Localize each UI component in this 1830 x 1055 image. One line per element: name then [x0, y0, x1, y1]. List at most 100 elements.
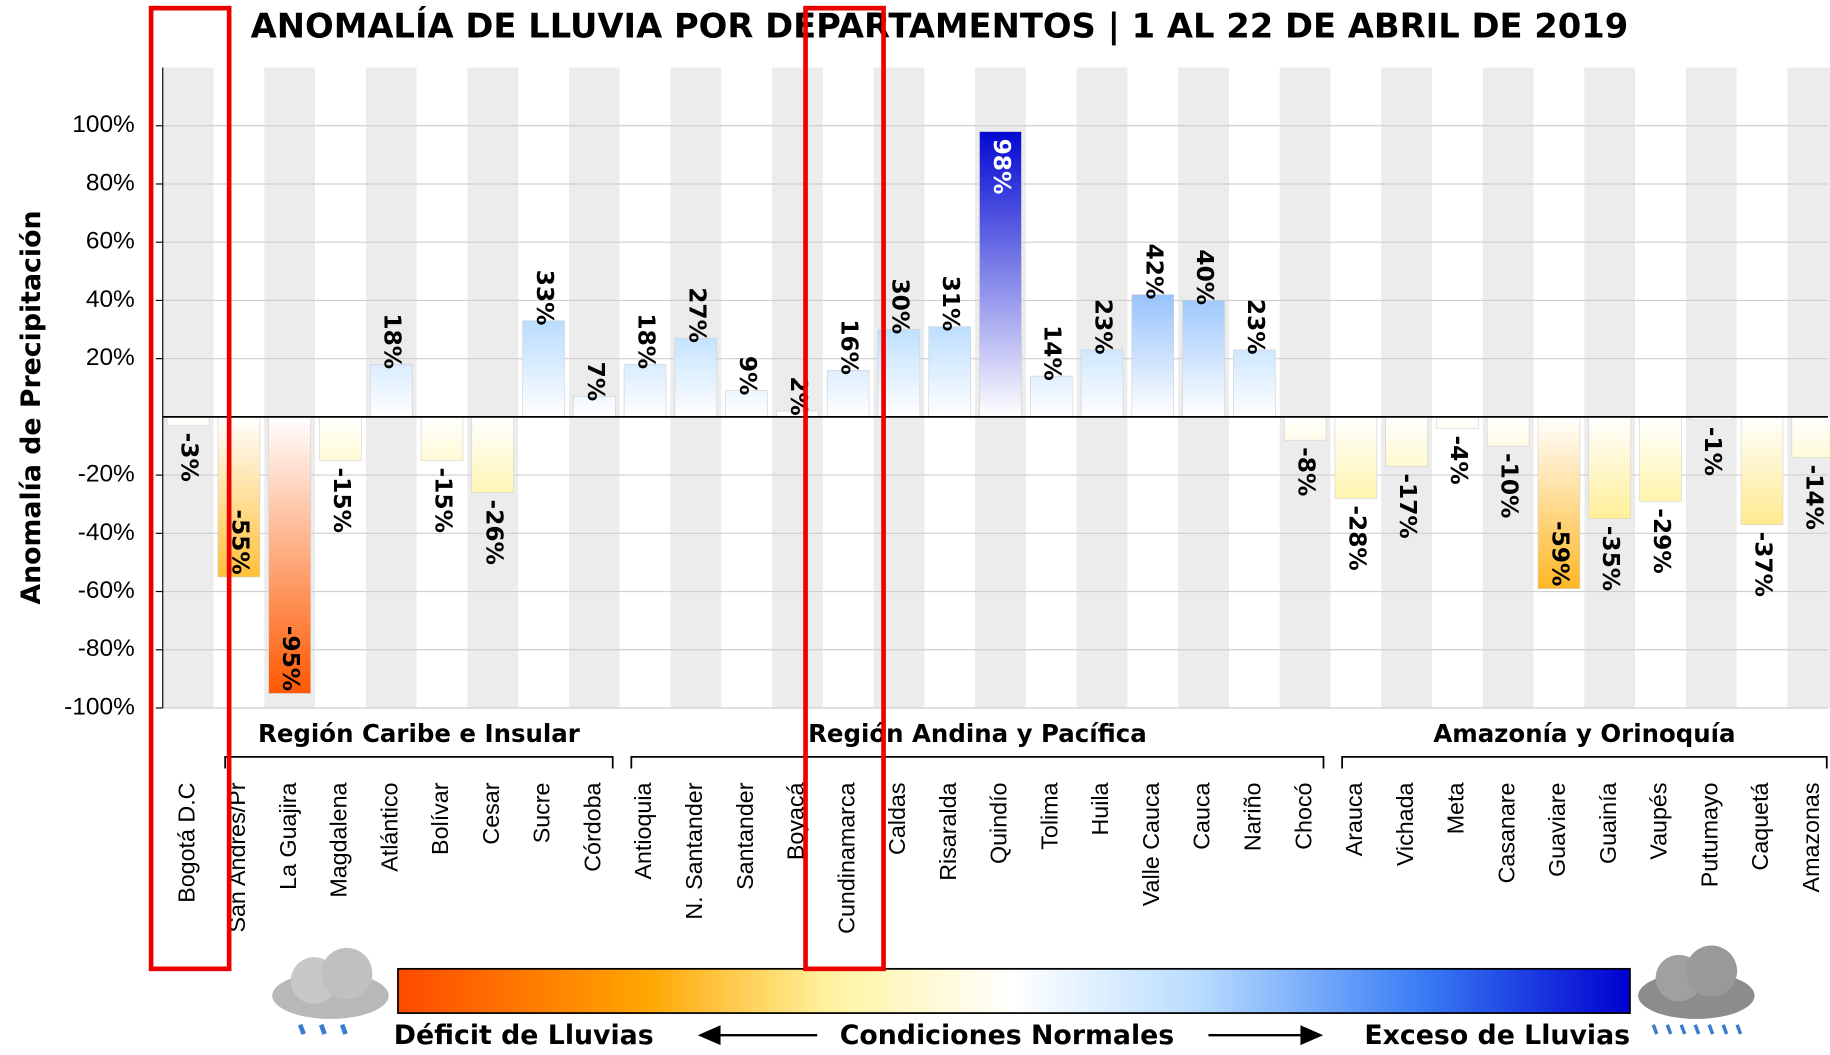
region-bracket	[1341, 756, 1828, 769]
color-legend	[397, 967, 1631, 1014]
value-label: -15%	[328, 468, 355, 533]
bar	[1537, 416, 1581, 589]
x-tick-label: Amazonas	[1798, 783, 1824, 893]
legend-high: Exceso de Lluvias	[1364, 1020, 1630, 1051]
x-tick-label: Casanare	[1493, 783, 1519, 884]
y-axis-label: Anomalía de Precipitación	[16, 210, 47, 604]
y-tick-label: -40%	[78, 519, 135, 546]
value-label: -17%	[1394, 473, 1421, 538]
value-label: -28%	[1343, 505, 1370, 570]
value-label: 7%	[582, 362, 609, 402]
region-bracket	[630, 756, 1325, 769]
y-tick-label: -100%	[64, 693, 135, 720]
value-label: -26%	[480, 500, 507, 565]
column-band	[1482, 67, 1534, 708]
x-tick-label: La Guajira	[275, 782, 301, 889]
x-tick-label: Valle Cauca	[1138, 782, 1164, 906]
value-label: -10%	[1496, 453, 1523, 518]
bar	[1334, 416, 1378, 499]
x-tick-label: Bogotá D.C	[173, 783, 199, 903]
x-tick-label: Córdoba	[579, 782, 605, 871]
bar	[420, 416, 464, 461]
region-label: Región Andina y Pacífica	[808, 719, 1147, 748]
bar	[471, 416, 515, 493]
bar	[1182, 300, 1225, 418]
value-label: 14%	[1039, 325, 1066, 381]
x-tick-label: Cundinamarca	[833, 782, 859, 933]
value-label: -35%	[1597, 526, 1624, 591]
bar	[1639, 416, 1682, 502]
bar	[166, 416, 210, 426]
x-tick-label: Guaviare	[1544, 783, 1570, 877]
bar	[674, 337, 718, 418]
value-label: 16%	[836, 319, 863, 375]
x-tick-label: Vichada	[1392, 782, 1418, 866]
bar	[1029, 375, 1073, 418]
legend-low: Déficit de Lluvias	[394, 1020, 654, 1051]
y-tick-label: 60%	[86, 228, 135, 255]
value-label: 23%	[1242, 299, 1269, 355]
value-label: 98%	[988, 139, 1015, 195]
bar	[369, 364, 413, 418]
column-band	[1685, 67, 1737, 708]
x-tick-label: Guainía	[1595, 782, 1621, 864]
bar	[1385, 416, 1428, 467]
bar	[1486, 416, 1530, 447]
value-label: 18%	[633, 313, 660, 369]
value-label: -14%	[1800, 465, 1827, 530]
bar	[623, 364, 667, 418]
value-label: -3%	[176, 433, 203, 482]
x-tick-label: Nariño	[1239, 783, 1265, 852]
value-label: 40%	[1191, 249, 1218, 305]
bar	[1131, 294, 1175, 418]
value-label: 30%	[886, 278, 913, 334]
highlight-box	[148, 5, 232, 972]
region-bracket	[224, 756, 614, 769]
y-tick-label: -80%	[78, 635, 135, 662]
x-tick-label: Putumayo	[1696, 783, 1722, 888]
value-label: 31%	[937, 276, 964, 332]
bar	[1740, 416, 1784, 525]
value-label: 18%	[379, 313, 406, 369]
value-label: -59%	[1546, 521, 1573, 586]
value-label: -1%	[1699, 427, 1726, 476]
region-label: Amazonía y Orinoquía	[1433, 719, 1735, 748]
x-tick-label: Caldas	[884, 783, 910, 855]
x-tick-label: Cesar	[478, 782, 504, 844]
value-label: -37%	[1750, 532, 1777, 597]
bar	[268, 416, 311, 694]
region-label: Región Caribe e Insular	[258, 719, 580, 748]
value-label: 23%	[1090, 299, 1117, 355]
column-band	[772, 67, 823, 708]
x-tick-label: Risaralda	[935, 782, 961, 880]
bar	[522, 320, 565, 418]
cloud-dry	[272, 947, 389, 1035]
x-tick-label: Magdalena	[326, 782, 352, 897]
bar	[979, 131, 1022, 418]
legend-mid: Condiciones Normales	[840, 1020, 1175, 1051]
y-tick-label: -20%	[78, 461, 135, 488]
x-tick-label: N. Santander	[681, 782, 707, 919]
x-tick-label: Atlántico	[376, 783, 402, 872]
x-tick-label: Quindío	[986, 783, 1012, 865]
column-band	[162, 67, 214, 708]
bar	[1436, 416, 1479, 429]
column-band	[1787, 67, 1830, 708]
value-label: 33%	[531, 270, 558, 326]
value-label: -29%	[1648, 508, 1675, 573]
x-tick-label: Vaupés	[1646, 783, 1672, 860]
value-label: 27%	[683, 287, 710, 343]
x-tick-label: Cauca	[1189, 782, 1215, 849]
x-tick-label: Tolima	[1036, 782, 1062, 849]
x-tick-label: Arauca	[1341, 782, 1367, 856]
plot: -100% -80% -60% -40% -20% 20% 40% 60% 80% 100% -3%…	[64, 67, 1830, 934]
bar	[319, 416, 362, 461]
cloud-wet	[1638, 945, 1755, 1035]
value-label: -15%	[429, 468, 456, 533]
column-band	[1381, 67, 1433, 708]
x-tick-label: Meta	[1443, 782, 1469, 834]
value-label: 9%	[734, 356, 761, 396]
x-tick-label: Antioquia	[630, 782, 656, 879]
column-band	[1279, 67, 1331, 708]
